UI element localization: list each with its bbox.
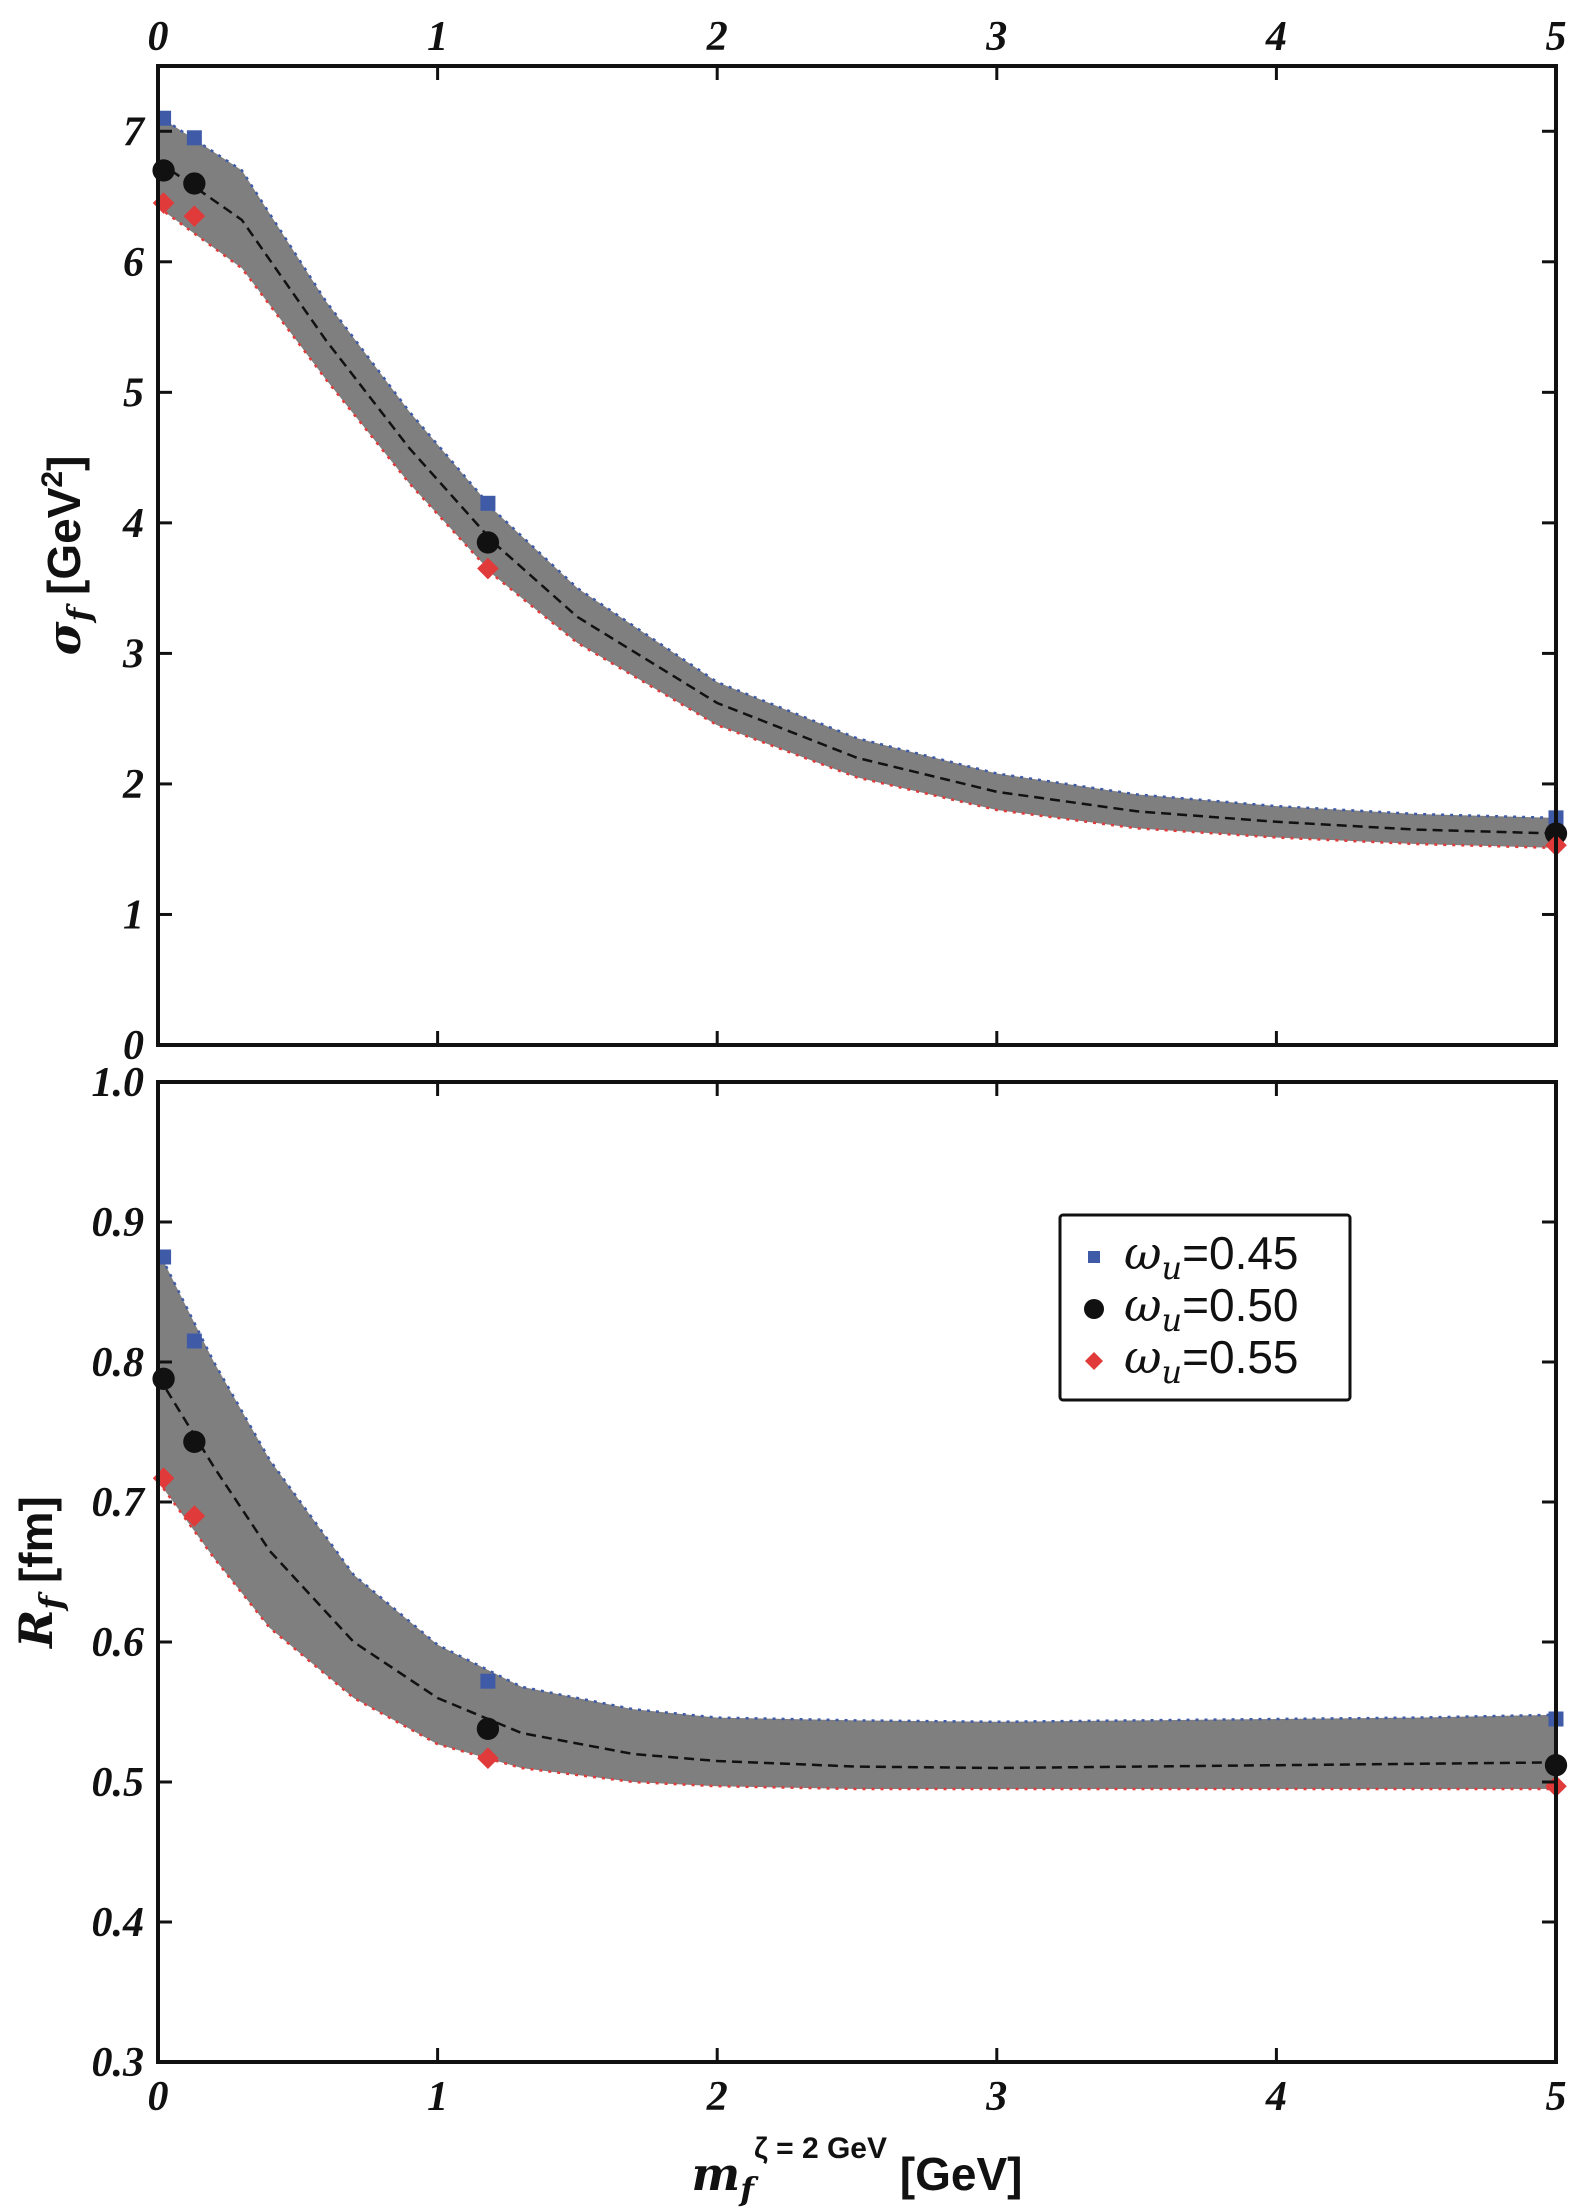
- radius-band-area: [158, 1250, 1556, 1789]
- legend-square-marker: [1088, 1251, 1100, 1263]
- bottom-xtick-label: 1: [427, 2074, 448, 2120]
- sigma-point-square: [480, 495, 496, 511]
- sigma-band-upper-edge: [157, 114, 1557, 820]
- sigma-y-axis-title: σf [GeV2]: [36, 456, 98, 656]
- sigma-band-area: [158, 115, 1556, 848]
- sigma-plot-frame: [156, 64, 1558, 1047]
- legend-label-055: ωu=0.55: [1124, 1330, 1299, 1391]
- legend-label-050: ωu=0.50: [1124, 1278, 1299, 1339]
- sigma-ytick-label: 0: [123, 1023, 144, 1069]
- sigma-ytick-label: 5: [123, 370, 144, 416]
- radius-ytick-label: 1.0: [92, 1060, 145, 1106]
- radius-data-points: [152, 1249, 1568, 1797]
- sigma-center-line: [157, 160, 1557, 835]
- sigma-panel: 0 1 2 3 4 5 6 7 0 1 2 3 4 5 σf [GeV2]: [36, 14, 1568, 1069]
- sigma-point-circle: [183, 172, 206, 195]
- sigma-ytick-label: 6: [123, 240, 144, 286]
- radius-ytick-label: 0.5: [92, 1760, 145, 1806]
- legend-circle-marker: [1084, 1299, 1104, 1319]
- radius-uncertainty-band: [156, 1249, 1557, 1791]
- top-xtick-label: 1: [427, 14, 448, 60]
- top-xtick-label: 2: [706, 14, 728, 60]
- radius-ytick-label: 0.6: [92, 1620, 145, 1666]
- sigma-point-square: [186, 130, 202, 146]
- x-axis-title: mfζ = 2 GeV [GeV]: [692, 2132, 1023, 2208]
- bottom-xtick-label: 5: [1546, 2074, 1567, 2120]
- legend-item-050: ωu=0.50: [1084, 1278, 1299, 1339]
- radius-y-axis-title: Rf [fm]: [9, 1496, 70, 1650]
- sigma-ytick-label: 2: [122, 762, 144, 808]
- top-xtick-label: 5: [1546, 14, 1567, 60]
- sigma-ytick-label: 7: [123, 109, 146, 155]
- radius-ytick-label: 0.7: [92, 1480, 147, 1526]
- legend-label-045: ωu=0.45: [1124, 1226, 1299, 1287]
- radius-point-diamond: [477, 1747, 499, 1769]
- radius-center-line: [156, 1375, 1557, 1770]
- radius-ytick-label: 0.4: [92, 1900, 145, 1946]
- bottom-xtick-label: 3: [985, 2074, 1007, 2120]
- bottom-xtick-label: 4: [1265, 2074, 1287, 2120]
- top-xtick-label: 4: [1265, 14, 1287, 60]
- radius-band-lower-edge: [156, 1480, 1556, 1791]
- sigma-band-lower-edge: [157, 205, 1557, 850]
- legend-box: [1058, 1213, 1352, 1402]
- radius-ytick-label: 0.3: [92, 2040, 145, 2086]
- radius-ytick-label: 0.9: [92, 1200, 145, 1246]
- sigma-ytick-label: 1: [123, 892, 144, 938]
- radius-plot-frame: [156, 1080, 1558, 2064]
- sigma-ticks: 0 1 2 3 4 5 6 7 0 1 2 3 4 5: [122, 14, 1567, 1069]
- sigma-center-dashed-line: [157, 160, 1557, 835]
- sigma-ytick-label: 3: [122, 631, 144, 677]
- legend-item-045: ωu=0.45: [1088, 1226, 1299, 1287]
- radius-point-circle: [476, 1717, 500, 1740]
- bottom-xtick-label: 2: [706, 2074, 728, 2120]
- radius-band-upper-edge: [156, 1249, 1557, 1724]
- legend-item-055: ωu=0.55: [1085, 1330, 1299, 1391]
- sigma-ytick-label: 4: [122, 501, 144, 547]
- bottom-xtick-label: 0: [148, 2074, 169, 2120]
- sigma-point-circle: [476, 531, 500, 554]
- sigma-point-circle: [152, 159, 175, 182]
- sigma-point-diamond: [477, 557, 499, 580]
- radius-point-diamond: [183, 1505, 206, 1527]
- top-xtick-label: 3: [985, 14, 1007, 60]
- radius-point-square: [480, 1673, 496, 1689]
- top-xtick-label: 0: [148, 14, 169, 60]
- radius-point-square: [186, 1333, 202, 1349]
- sigma-point-diamond: [183, 205, 206, 227]
- radius-point-circle: [183, 1430, 206, 1453]
- legend-diamond-marker: [1085, 1352, 1103, 1370]
- legend: ωu=0.45 ωu=0.50 ωu=0.55: [1058, 1213, 1352, 1402]
- radius-center-dashed-line: [156, 1375, 1557, 1770]
- sigma-uncertainty-band: [157, 114, 1557, 850]
- radius-panel: 0.3 0.4 0.5 0.6 0.7 0.8 0.9 1.0 0 1 2 3 4 5 Rf [fm] m…: [9, 1060, 1568, 2208]
- radius-ytick-label: 0.8: [92, 1340, 145, 1386]
- radius-point-circle: [152, 1367, 175, 1390]
